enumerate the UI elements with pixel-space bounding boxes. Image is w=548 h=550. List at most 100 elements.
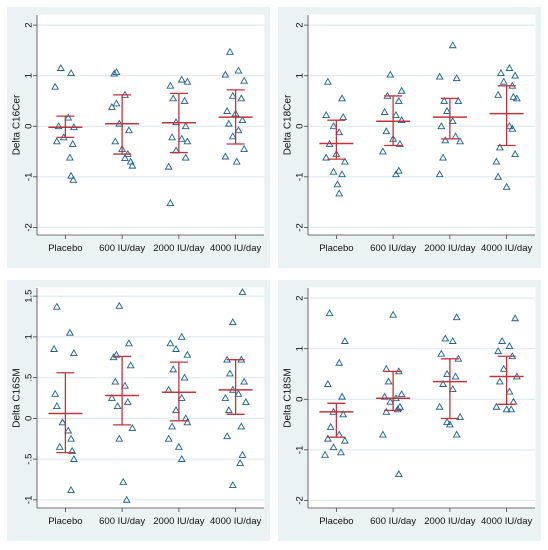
- error-bar: [489, 355, 524, 405]
- data-point: [452, 74, 461, 82]
- x-tick-label: 2000 IU/day: [424, 243, 475, 254]
- data-point: [394, 470, 403, 477]
- data-point: [69, 455, 78, 462]
- data-point: [452, 313, 461, 321]
- error-bar: [432, 358, 467, 420]
- data-point: [505, 342, 514, 350]
- data-point: [335, 358, 344, 366]
- data-point: [166, 81, 175, 89]
- data-point: [238, 116, 247, 124]
- plot-area: [36, 287, 265, 509]
- data-point: [172, 406, 181, 414]
- data-point: [382, 407, 391, 415]
- data-point: [511, 314, 520, 322]
- panel-c16sm: -1 -.5 0 .5 1 1.5 Placebo 600 IU/day 2000 IU/day…: [7, 280, 270, 541]
- data-point: [225, 369, 234, 377]
- data-point: [113, 402, 122, 409]
- data-point: [172, 118, 181, 126]
- data-point: [183, 137, 192, 145]
- y-tick-label: 0: [295, 124, 306, 129]
- data-point: [123, 397, 132, 405]
- data-point: [55, 442, 64, 450]
- data-point: [240, 144, 249, 152]
- data-point: [439, 379, 448, 387]
- data-point: [338, 94, 347, 102]
- y-tick-label: 1.5: [24, 290, 35, 303]
- data-point: [391, 170, 400, 178]
- data-point: [240, 377, 249, 385]
- data-point: [177, 393, 186, 401]
- data-point: [221, 393, 230, 401]
- data-point: [58, 418, 67, 426]
- panel-c18cer: -2 -1 0 1 2 Placebo 600 IU/day 2000 IU/day 4000 …: [278, 7, 541, 268]
- data-point: [508, 124, 517, 132]
- data-point: [435, 72, 444, 80]
- data-point: [224, 406, 233, 414]
- y-tick-label: -1: [295, 446, 306, 454]
- data-point: [128, 161, 137, 169]
- error-bar: [161, 361, 196, 422]
- data-point: [180, 96, 189, 104]
- x-tick-label: 600 IU/day: [370, 243, 416, 254]
- y-tick-label: 2: [295, 295, 306, 300]
- data-point: [166, 339, 175, 347]
- data-point: [183, 418, 192, 426]
- data-point: [448, 385, 457, 392]
- data-point: [391, 111, 400, 118]
- data-point: [394, 96, 403, 104]
- data-point: [333, 180, 342, 188]
- data-point: [107, 102, 116, 110]
- data-point: [494, 347, 503, 355]
- data-point: [228, 132, 237, 140]
- error-bar: [105, 355, 140, 426]
- data-point: [509, 92, 518, 100]
- y-axis-label: Delta C16SM: [12, 368, 23, 427]
- data-point: [223, 106, 232, 114]
- data-point: [329, 122, 338, 130]
- data-point: [64, 113, 73, 121]
- y-tick-label: -2: [24, 223, 35, 231]
- data-point: [67, 171, 76, 179]
- data-point: [181, 153, 190, 161]
- data-point: [443, 369, 452, 377]
- data-point: [126, 361, 135, 369]
- y-tick-label: 1: [295, 73, 306, 78]
- x-tick-label: Placebo: [48, 516, 82, 527]
- data-point: [119, 477, 128, 485]
- data-point: [221, 70, 230, 78]
- data-point: [386, 397, 395, 405]
- data-point: [168, 422, 177, 430]
- data-point: [454, 96, 463, 104]
- y-tick-label: -1: [24, 496, 35, 504]
- data-point: [111, 137, 120, 145]
- x-tick-label: Placebo: [319, 516, 353, 527]
- data-point: [225, 47, 234, 55]
- y-tick-label: 2: [295, 22, 306, 27]
- data-point: [329, 167, 338, 175]
- error-bar: [376, 370, 411, 412]
- data-point: [181, 122, 190, 130]
- data-point: [494, 90, 503, 98]
- data-point: [54, 122, 63, 130]
- x-tick-label: 4000 IU/day: [210, 243, 261, 254]
- y-axis-label: Delta C18Cer: [283, 94, 294, 155]
- y-tick-label: 0: [24, 124, 35, 129]
- data-point: [183, 77, 192, 85]
- error-bar: [432, 97, 467, 140]
- y-tick-label: 2: [24, 22, 35, 27]
- data-point: [234, 126, 243, 134]
- plot-area: [307, 14, 536, 236]
- data-point: [120, 381, 129, 389]
- data-point: [456, 137, 465, 145]
- data-point: [169, 94, 178, 102]
- y-axis-label: Delta C18SM: [283, 368, 294, 427]
- error-bar: [218, 89, 253, 145]
- data-point: [395, 139, 404, 147]
- data-point: [440, 96, 449, 104]
- data-point: [68, 139, 77, 147]
- data-point: [69, 349, 78, 357]
- data-point: [507, 405, 516, 413]
- data-point: [177, 75, 186, 83]
- data-point: [512, 94, 521, 102]
- data-point: [164, 434, 173, 442]
